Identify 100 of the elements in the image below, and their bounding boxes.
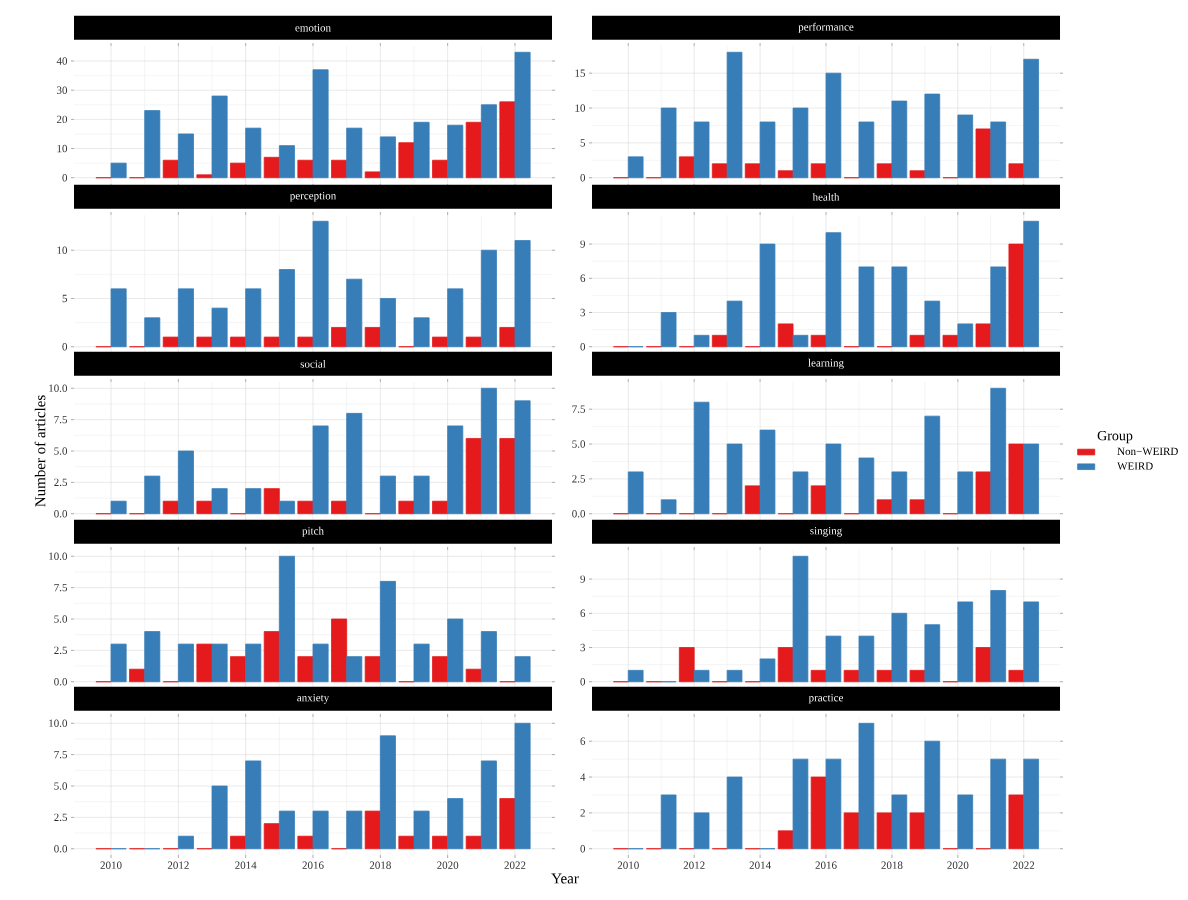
bar	[627, 669, 644, 683]
bar	[1008, 243, 1025, 348]
bar	[331, 500, 348, 515]
bar	[1023, 220, 1039, 348]
bar	[514, 656, 531, 683]
y-tick-label: 7.5	[572, 405, 586, 413]
bar	[465, 336, 482, 348]
bar	[263, 823, 280, 850]
bar	[759, 121, 776, 179]
bar	[499, 101, 516, 179]
bar	[891, 100, 908, 179]
bar	[759, 658, 776, 683]
bar	[379, 298, 396, 348]
bar	[211, 307, 228, 348]
bar	[726, 776, 743, 850]
bar	[297, 656, 314, 683]
bar	[263, 336, 280, 348]
y-tick-label: 10	[575, 104, 586, 112]
bar	[245, 643, 262, 683]
y-tick-label: 0	[62, 343, 68, 351]
bar	[447, 288, 464, 348]
bar	[825, 443, 842, 515]
y-tick-label: 3	[580, 643, 586, 652]
bar	[726, 669, 743, 683]
y-tick-label: 10.0	[49, 384, 68, 393]
bar	[693, 121, 710, 179]
bar	[379, 475, 396, 515]
x-tick-label: 2020	[947, 861, 969, 869]
y-tick-label: 5	[580, 139, 586, 147]
bar	[627, 156, 644, 179]
y-tick-label: 0	[580, 174, 586, 182]
bar	[678, 647, 695, 683]
bar	[891, 612, 908, 683]
bar	[312, 69, 329, 179]
chart-title: practice	[808, 694, 844, 704]
legend-title: Group	[1097, 430, 1133, 444]
bar	[1008, 443, 1025, 515]
bar	[211, 643, 228, 683]
bar	[110, 500, 127, 515]
y-tick-label: 5	[62, 294, 68, 303]
chart-title: perception	[289, 192, 337, 202]
bar	[843, 669, 860, 683]
y-tick-label: 20	[56, 115, 68, 124]
bar	[346, 278, 363, 348]
bar	[825, 232, 842, 348]
bar	[744, 163, 761, 179]
bar	[245, 760, 262, 850]
bar	[990, 758, 1007, 850]
legend-label: WEIRD	[1117, 462, 1153, 470]
y-tick-label: 9	[580, 240, 586, 248]
bar	[278, 500, 295, 515]
bar	[1023, 601, 1039, 683]
bar	[346, 810, 363, 850]
chart-title: health	[812, 192, 840, 201]
bar	[792, 334, 809, 348]
bar	[346, 656, 363, 683]
bar	[810, 776, 827, 850]
bar	[891, 266, 908, 348]
bar	[792, 107, 809, 179]
bar	[129, 668, 146, 683]
bar	[364, 810, 381, 850]
bar	[909, 812, 926, 850]
bar	[825, 72, 842, 179]
bar	[196, 174, 213, 179]
bar	[346, 127, 363, 179]
bar	[825, 758, 842, 850]
chart-title: anxiety	[297, 693, 330, 704]
bar	[825, 635, 842, 683]
y-tick-label: 0.0	[54, 845, 68, 853]
bar	[162, 336, 179, 348]
x-tick-label: 2014	[235, 861, 257, 869]
bar	[514, 240, 531, 348]
bar	[858, 457, 875, 515]
bar	[876, 499, 893, 515]
x-tick-label: 2018	[881, 861, 903, 869]
bar	[660, 499, 677, 515]
x-tick-label: 2012	[683, 861, 705, 869]
y-tick-label: 4	[580, 773, 586, 781]
bar	[924, 624, 941, 683]
bar	[312, 810, 329, 850]
bar	[693, 334, 710, 348]
bar	[196, 643, 213, 683]
bar	[726, 51, 743, 179]
bar	[942, 334, 959, 348]
bar	[447, 124, 464, 179]
bar	[777, 830, 794, 850]
bar	[263, 488, 280, 515]
bar	[312, 643, 329, 683]
bar	[660, 794, 677, 850]
bar	[858, 121, 875, 179]
bar	[660, 107, 677, 179]
y-tick-label: 9	[580, 575, 586, 583]
y-tick-label: 40	[56, 57, 68, 65]
bar	[263, 631, 280, 683]
bar	[230, 162, 247, 179]
bar	[678, 156, 695, 179]
y-tick-label: 0.0	[54, 510, 68, 518]
bar	[777, 323, 794, 348]
bar	[398, 142, 415, 179]
chart-title: singing	[810, 526, 842, 537]
